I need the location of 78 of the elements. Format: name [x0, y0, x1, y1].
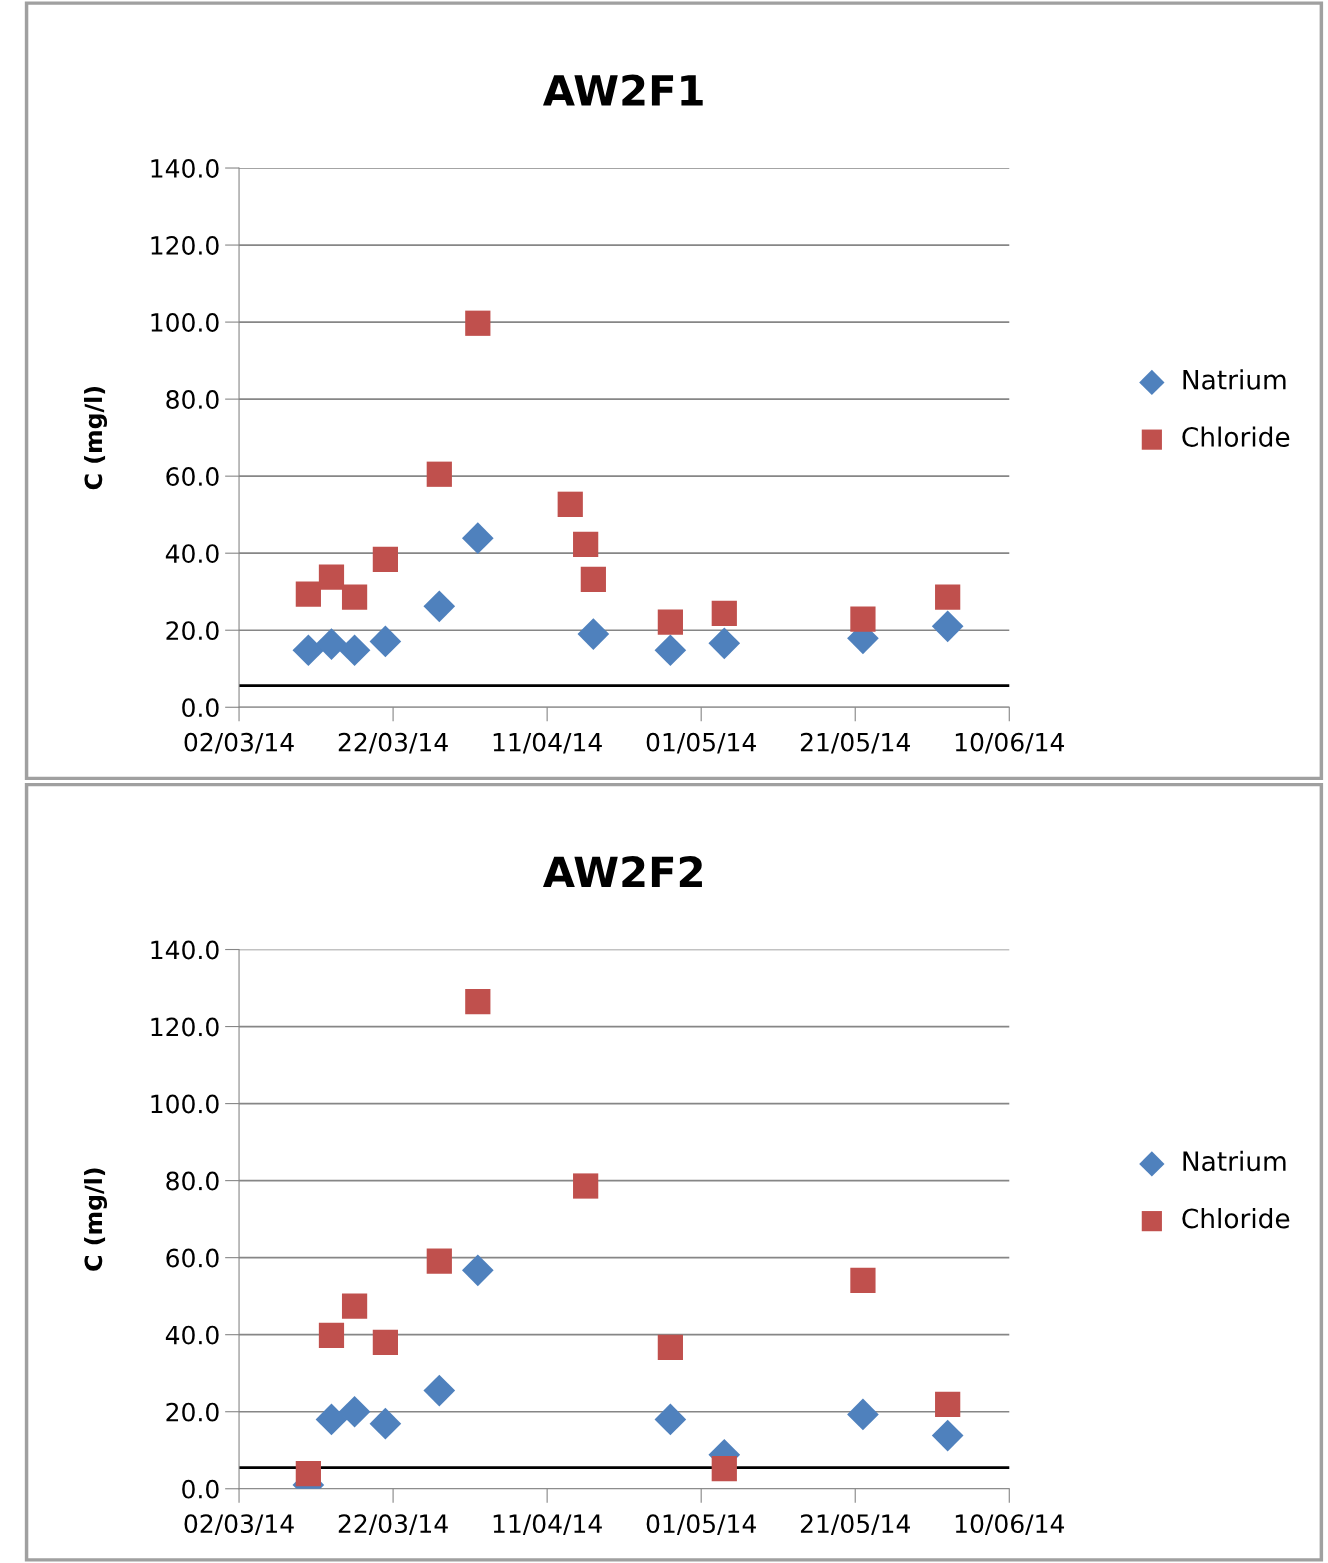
legend-label: Chloride	[1182, 1208, 1290, 1229]
point	[711, 600, 737, 626]
x-tick-label: 21/05/14	[800, 732, 910, 754]
y-tick-label: 40.0	[165, 1325, 219, 1345]
x-tick-label: 21/05/14	[800, 1514, 910, 1536]
point	[850, 1267, 876, 1293]
point	[315, 628, 348, 660]
point	[369, 1407, 402, 1440]
x-tick-label: 11/04/14	[493, 732, 602, 754]
point	[577, 618, 610, 650]
point	[711, 1456, 737, 1482]
y-tick-label: 0.0	[182, 698, 219, 718]
point	[292, 634, 325, 667]
y-tick-label: 60.0	[166, 467, 219, 487]
chart-title: AW2F2	[542, 856, 702, 888]
point	[341, 1293, 368, 1319]
y-tick-label: 120.0	[151, 236, 219, 255]
x-tick-label: 01/05/14	[646, 1514, 756, 1536]
point	[657, 609, 683, 635]
x-tick-label: 01/05/14	[646, 732, 756, 754]
y-tick-label: 120.0	[151, 1017, 219, 1037]
y-tick-label: 140.0	[151, 940, 219, 960]
point	[369, 625, 402, 658]
point	[423, 590, 456, 623]
point	[423, 1374, 456, 1407]
point	[657, 1334, 683, 1361]
point	[426, 461, 452, 487]
y-tick-label: 100.0	[151, 1094, 219, 1114]
chart-title: AW2F1	[542, 74, 703, 106]
point	[557, 491, 583, 517]
point	[338, 634, 371, 667]
legend-label: Chloride	[1182, 426, 1290, 447]
point	[931, 1419, 964, 1452]
point	[295, 1461, 321, 1487]
legend-label: Natrium	[1183, 369, 1286, 390]
point	[341, 584, 368, 610]
y-tick-label: 140.0	[151, 158, 219, 178]
point	[295, 581, 321, 607]
legend-label: Natrium	[1183, 1150, 1286, 1172]
point	[465, 310, 491, 336]
point	[935, 1391, 961, 1418]
y-tick-label: 20.0	[166, 1402, 219, 1422]
point	[426, 1248, 452, 1274]
x-tick-label: 10/06/14	[955, 1514, 1065, 1536]
y-tick-label: 80.0	[166, 1171, 219, 1191]
point	[573, 1173, 599, 1199]
y-tick-label: 60.0	[166, 1248, 219, 1268]
y-tick-label: 80.0	[166, 390, 219, 409]
point	[461, 1254, 494, 1287]
point	[850, 606, 876, 632]
x-tick-label: 22/03/14	[338, 1514, 448, 1536]
point	[708, 627, 741, 660]
x-tick-label: 11/04/14	[493, 1514, 602, 1536]
x-tick-label: 02/03/14	[184, 732, 294, 754]
y-tick-label: 0.0	[182, 1479, 219, 1499]
y-tick-label: 100.0	[151, 313, 219, 332]
point	[573, 531, 599, 557]
point	[580, 566, 606, 592]
y-tick-label: 20.0	[166, 621, 219, 641]
y-tick-label: 40.0	[165, 544, 219, 564]
point	[935, 584, 961, 610]
x-tick-label: 10/06/14	[955, 732, 1065, 754]
point	[654, 1403, 687, 1436]
point	[654, 634, 687, 667]
point	[372, 546, 398, 572]
y-axis-title: C (mg/l)	[84, 387, 108, 490]
point	[318, 564, 345, 590]
x-tick-label: 02/03/14	[184, 1514, 294, 1536]
point	[847, 1398, 879, 1431]
point	[318, 1322, 345, 1349]
point	[931, 610, 964, 643]
point	[338, 1395, 371, 1428]
point	[315, 1403, 348, 1436]
point	[465, 988, 491, 1015]
x-tick-label: 22/03/14	[338, 732, 448, 754]
y-axis-title: C (mg/l)	[84, 1168, 108, 1271]
point	[372, 1329, 398, 1356]
point	[461, 522, 494, 555]
